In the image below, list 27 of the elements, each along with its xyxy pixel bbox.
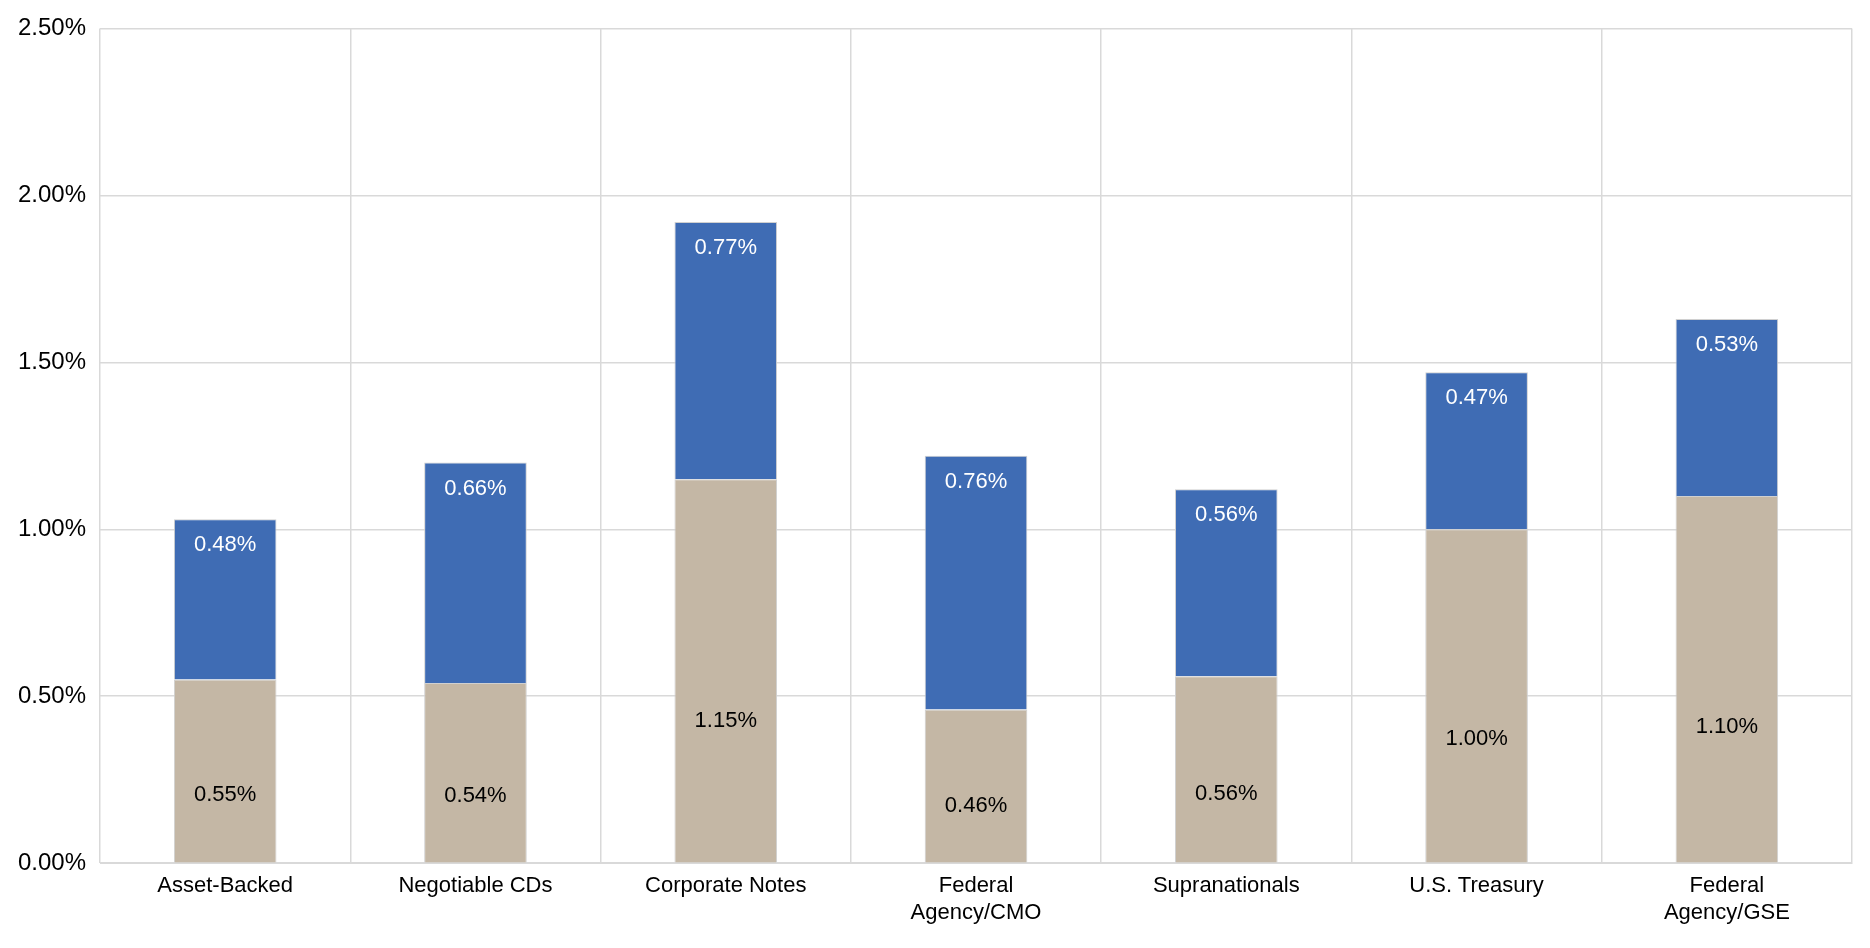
y-tick-label: 0.50%: [17, 680, 87, 708]
y-tick-label: 1.50%: [17, 346, 87, 374]
data-label: 0.77%: [694, 234, 757, 260]
y-tick-label: 2.00%: [17, 179, 87, 207]
y-tick-label: 2.50%: [17, 13, 87, 41]
data-label: 0.53%: [1695, 330, 1759, 356]
data-label: 0.47%: [1445, 384, 1508, 410]
data-label: 1.15%: [694, 706, 757, 732]
x-tick-label: Corporate Notes: [645, 872, 807, 898]
data-label: 1.10%: [1695, 712, 1759, 738]
data-label: 0.48%: [193, 531, 257, 557]
data-label: 0.66%: [444, 474, 507, 500]
data-label: 1.00%: [1445, 725, 1508, 751]
x-tick-label: Negotiable CDs: [398, 872, 553, 898]
y-tick-label: 0.00%: [17, 847, 87, 875]
data-label: 0.46%: [944, 791, 1008, 817]
x-tick-label: Asset-Backed: [157, 872, 294, 898]
x-tick-label: U.S. Treasury: [1409, 872, 1544, 898]
data-label: 0.56%: [1195, 779, 1258, 805]
data-label: 0.76%: [944, 467, 1008, 493]
x-tick-label: Federal Agency/GSE: [1663, 872, 1790, 924]
data-label: 0.54%: [444, 782, 507, 808]
data-label: 0.55%: [193, 780, 257, 806]
y-tick-label: 1.00%: [17, 513, 87, 541]
x-tick-label: Federal Agency/CMO: [910, 872, 1042, 924]
data-label: 0.56%: [1195, 501, 1258, 527]
x-tick-label: Supranationals: [1152, 872, 1300, 898]
